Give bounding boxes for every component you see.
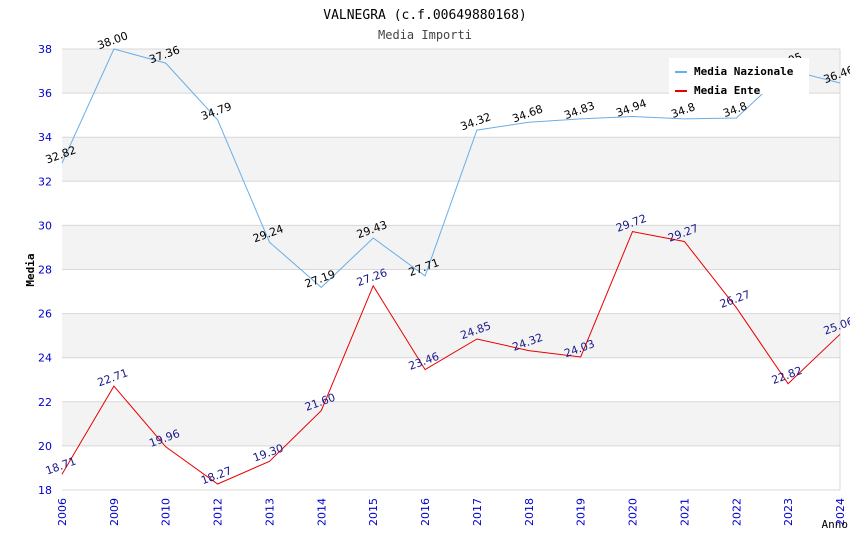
- y-tick-label: 24: [38, 352, 52, 365]
- series-lines: [61, 48, 841, 485]
- y-tick-label: 30: [38, 219, 52, 232]
- data-label: 22.82: [770, 364, 804, 387]
- y-tick-label: 20: [38, 440, 52, 453]
- series-line-media-nazionale: [61, 48, 841, 289]
- data-label: 34.79: [199, 100, 233, 123]
- x-tick-label: 2018: [523, 498, 536, 526]
- x-tick-label: 2010: [160, 498, 173, 526]
- x-tick-label: 2006: [56, 498, 69, 526]
- data-label: 34.32: [459, 110, 493, 133]
- data-label: 22.71: [96, 366, 130, 389]
- gridlines: [62, 48, 841, 491]
- y-tick-label: 38: [38, 43, 52, 56]
- chart-subtitle: Media Importi: [378, 28, 472, 42]
- plot-band: [62, 401, 840, 446]
- y-tick-label: 28: [38, 264, 52, 277]
- y-tick-label: 26: [38, 308, 52, 321]
- x-tick-label: 2015: [367, 498, 380, 526]
- x-tick-label: 2013: [263, 498, 276, 526]
- y-tick-labels: 18 20 22 24 26 28 30 32 34 36 38: [38, 43, 52, 497]
- x-axis-label: Anno: [822, 518, 849, 531]
- y-tick-label: 32: [38, 175, 52, 188]
- legend: Media Nazionale Media Ente: [669, 58, 809, 97]
- x-tick-labels: 2006 2009 2010 2012 2013 2014 2015 2016 2017 2018…: [56, 498, 847, 526]
- x-tick-label: 2024: [834, 498, 847, 526]
- x-tick-label: 2022: [730, 498, 743, 526]
- y-tick-label: 36: [38, 87, 52, 100]
- plot-band: [62, 225, 840, 270]
- x-tick-label: 2009: [108, 498, 121, 526]
- plot-bands: [62, 49, 840, 446]
- x-tick-label: 2021: [678, 498, 691, 526]
- legend-box: [669, 58, 809, 94]
- data-label: 18.71: [44, 455, 78, 478]
- x-tick-label: 2020: [627, 498, 640, 526]
- x-tick-label: 2023: [782, 498, 795, 526]
- x-tick-label: 2019: [575, 498, 588, 526]
- x-tick-label: 2017: [471, 498, 484, 526]
- plot-band: [62, 313, 840, 358]
- x-tick-label: 2016: [419, 498, 432, 526]
- chart-title: VALNEGRA (c.f.00649880168): [323, 8, 527, 23]
- x-tick-label: 2012: [212, 498, 225, 526]
- data-label: 34.8: [721, 99, 748, 120]
- legend-entry: Media Ente: [694, 84, 761, 97]
- data-label: 34.8: [669, 100, 696, 121]
- x-tick-label: 2014: [315, 498, 328, 526]
- plot-band: [62, 137, 840, 182]
- legend-entry: Media Nazionale: [694, 65, 794, 78]
- series-line-media-ente: [61, 231, 841, 485]
- y-tick-label: 22: [38, 396, 52, 409]
- y-tick-label: 34: [38, 131, 52, 144]
- data-label: 27.19: [303, 268, 337, 291]
- y-axis-label: Media: [24, 253, 37, 286]
- y-tick-label: 18: [38, 484, 52, 497]
- data-label: 18.27: [199, 464, 233, 487]
